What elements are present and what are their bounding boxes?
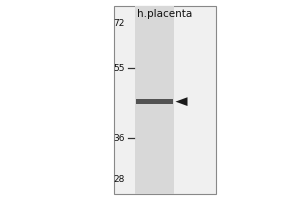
Polygon shape (176, 97, 188, 106)
Text: 28: 28 (113, 176, 124, 184)
Bar (135, 6, 174, 194)
Text: 36: 36 (113, 134, 124, 143)
Bar (136, 99, 173, 104)
Text: h.placenta: h.placenta (137, 9, 193, 19)
Text: 72: 72 (113, 20, 124, 28)
Text: 55: 55 (113, 64, 124, 73)
FancyBboxPatch shape (114, 6, 216, 194)
